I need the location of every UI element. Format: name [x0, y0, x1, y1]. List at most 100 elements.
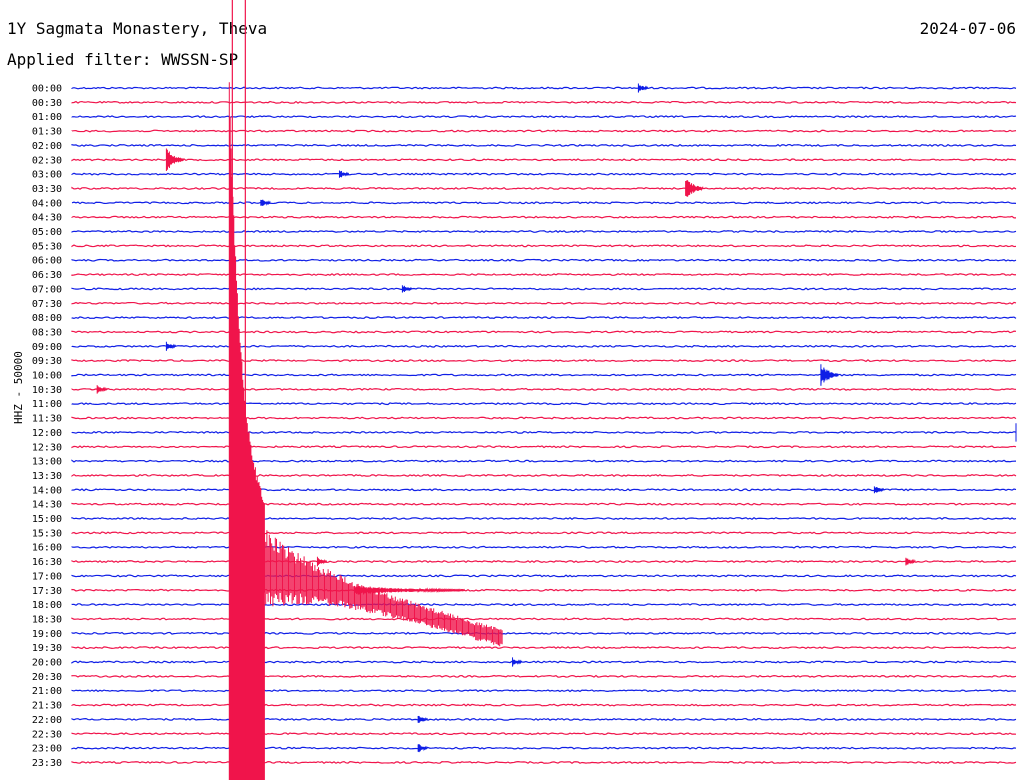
- row-label: 02:00: [32, 141, 62, 152]
- filter-label: Applied filter: WWSSN-SP: [7, 50, 239, 69]
- row-label: 11:00: [32, 399, 62, 410]
- trace-line: [71, 143, 1017, 147]
- trace-line: [71, 215, 1017, 219]
- trace-line: [71, 516, 1017, 520]
- trace-line: [71, 172, 1017, 176]
- event-burst: [820, 364, 839, 386]
- row-label: 18:30: [32, 614, 62, 625]
- row-label: 00:00: [32, 84, 62, 95]
- event-burst: [165, 341, 176, 351]
- trace-line: [71, 746, 1017, 750]
- trace-group: [71, 0, 1017, 780]
- trace-line: [71, 258, 1017, 262]
- trace-line: [71, 574, 1017, 578]
- row-label: 06:30: [32, 270, 62, 281]
- row-label: 03:30: [32, 184, 62, 195]
- trace-line: [71, 689, 1017, 693]
- event-burst: [338, 170, 349, 178]
- row-label: 19:00: [32, 629, 62, 640]
- trace-line: [71, 459, 1017, 463]
- row-label: 20:30: [32, 672, 62, 683]
- trace-line: [71, 186, 1017, 190]
- row-label: 09:00: [32, 342, 62, 353]
- event-burst: [905, 557, 916, 566]
- row-label: 12:30: [32, 442, 62, 453]
- trace-line: [71, 531, 1017, 535]
- row-label: 21:00: [32, 686, 62, 697]
- row-label: 16:30: [32, 557, 62, 568]
- trace-line: [71, 115, 1017, 119]
- row-label: 06:00: [32, 256, 62, 267]
- trace-line: [71, 86, 1017, 90]
- trace-line: [71, 732, 1017, 736]
- date-label: 2024-07-06: [919, 19, 1016, 38]
- row-label: 10:00: [32, 371, 62, 382]
- trace-line: [71, 100, 1017, 104]
- row-label: 18:00: [32, 600, 62, 611]
- row-label: 23:00: [32, 744, 62, 755]
- row-label: 17:30: [32, 586, 62, 597]
- row-label: 15:00: [32, 514, 62, 525]
- trace-line: [71, 560, 1017, 564]
- row-label: 08:00: [32, 313, 62, 324]
- trace-line: [71, 316, 1017, 320]
- trace-line: [71, 158, 1017, 162]
- trace-line: [71, 502, 1017, 506]
- row-label: 11:30: [32, 414, 62, 425]
- row-label: 19:30: [32, 643, 62, 654]
- row-label: 07:30: [32, 299, 62, 310]
- event-burst: [96, 385, 107, 394]
- row-label: 21:30: [32, 701, 62, 712]
- trace-line: [71, 717, 1017, 721]
- row-label: 13:30: [32, 471, 62, 482]
- row-label: 14:30: [32, 500, 62, 511]
- row-label: 04:30: [32, 213, 62, 224]
- row-label: 23:30: [32, 758, 62, 769]
- trace-line: [71, 244, 1017, 248]
- event-burst: [873, 486, 884, 494]
- row-label: 05:30: [32, 241, 62, 252]
- station-title: 1Y Sagmata Monastery, Theva: [7, 19, 268, 38]
- event-burst: [512, 657, 523, 667]
- trace-line: [71, 646, 1017, 650]
- trace-line: [71, 359, 1017, 363]
- event-burst: [165, 148, 184, 172]
- event-burst: [260, 199, 271, 206]
- row-label: 13:00: [32, 457, 62, 468]
- trace-line: [71, 674, 1017, 678]
- row-label: 17:00: [32, 571, 62, 582]
- event-burst: [316, 556, 327, 567]
- row-label: 16:00: [32, 543, 62, 554]
- trace-line: [71, 287, 1017, 291]
- trace-line: [71, 603, 1017, 607]
- trace-line: [71, 301, 1017, 305]
- trace-line: [71, 330, 1017, 334]
- row-label: 20:00: [32, 658, 62, 669]
- trace-line: [71, 344, 1017, 348]
- trace-line: [71, 703, 1017, 707]
- trace-line: [71, 660, 1017, 664]
- row-label: 00:30: [32, 98, 62, 109]
- row-label: 15:30: [32, 528, 62, 539]
- trace-line: [71, 373, 1017, 377]
- row-label: 05:00: [32, 227, 62, 238]
- row-label-group: 00:00 00:30 01:00 01:30 02:00 02:30 03:00 03:30…: [32, 84, 62, 769]
- trace-line: [71, 129, 1017, 133]
- trace-line: [71, 473, 1017, 477]
- row-label: 02:30: [32, 155, 62, 166]
- teleseism-trace: [228, 82, 503, 780]
- trace-line: [71, 545, 1017, 549]
- trace-line: [71, 430, 1017, 434]
- row-label: 01:00: [32, 112, 62, 123]
- trace-line: [71, 201, 1017, 205]
- row-label: 22:00: [32, 715, 62, 726]
- event-burst: [354, 585, 465, 595]
- row-label: 10:30: [32, 385, 62, 396]
- event-burst: [417, 744, 428, 753]
- row-label: 03:00: [32, 170, 62, 181]
- trace-line: [71, 631, 1017, 635]
- event-burst: [401, 285, 412, 293]
- row-label: 12:00: [32, 428, 62, 439]
- trace-line: [71, 416, 1017, 420]
- trace-line: [71, 445, 1017, 449]
